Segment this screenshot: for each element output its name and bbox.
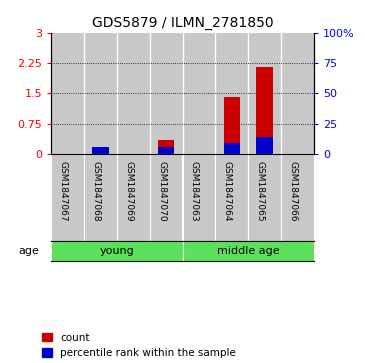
Bar	[117, 154, 150, 241]
Bar	[158, 140, 174, 154]
Title: GDS5879 / ILMN_2781850: GDS5879 / ILMN_2781850	[92, 16, 273, 30]
Bar	[84, 33, 117, 154]
Text: GSM1847070: GSM1847070	[157, 161, 166, 221]
Bar	[182, 241, 314, 261]
Bar	[92, 147, 109, 154]
Text: GSM1847064: GSM1847064	[223, 161, 232, 221]
Text: GSM1847067: GSM1847067	[58, 161, 68, 221]
Bar	[92, 147, 109, 154]
Text: young: young	[99, 246, 134, 256]
Text: middle age: middle age	[217, 246, 280, 256]
Bar	[281, 33, 314, 154]
Bar	[256, 137, 273, 154]
Bar	[256, 67, 273, 154]
Bar	[248, 33, 281, 154]
Text: age: age	[19, 246, 40, 256]
Bar	[223, 97, 240, 154]
Legend: count, percentile rank within the sample: count, percentile rank within the sample	[42, 333, 236, 358]
Bar	[223, 143, 240, 154]
Bar	[84, 154, 117, 241]
Bar	[281, 154, 314, 241]
Bar	[117, 33, 150, 154]
Text: GSM1847066: GSM1847066	[288, 161, 297, 221]
Text: GSM1847065: GSM1847065	[255, 161, 265, 221]
Bar	[248, 154, 281, 241]
Bar	[150, 154, 182, 241]
Bar	[51, 241, 182, 261]
Bar	[51, 33, 84, 154]
Bar	[51, 154, 84, 241]
Text: GSM1847069: GSM1847069	[124, 161, 133, 221]
Bar	[182, 154, 215, 241]
Bar	[158, 147, 174, 154]
Bar	[215, 154, 248, 241]
Text: GSM1847068: GSM1847068	[91, 161, 100, 221]
Bar	[150, 33, 182, 154]
Bar	[215, 33, 248, 154]
Bar	[182, 33, 215, 154]
Text: GSM1847063: GSM1847063	[190, 161, 199, 221]
